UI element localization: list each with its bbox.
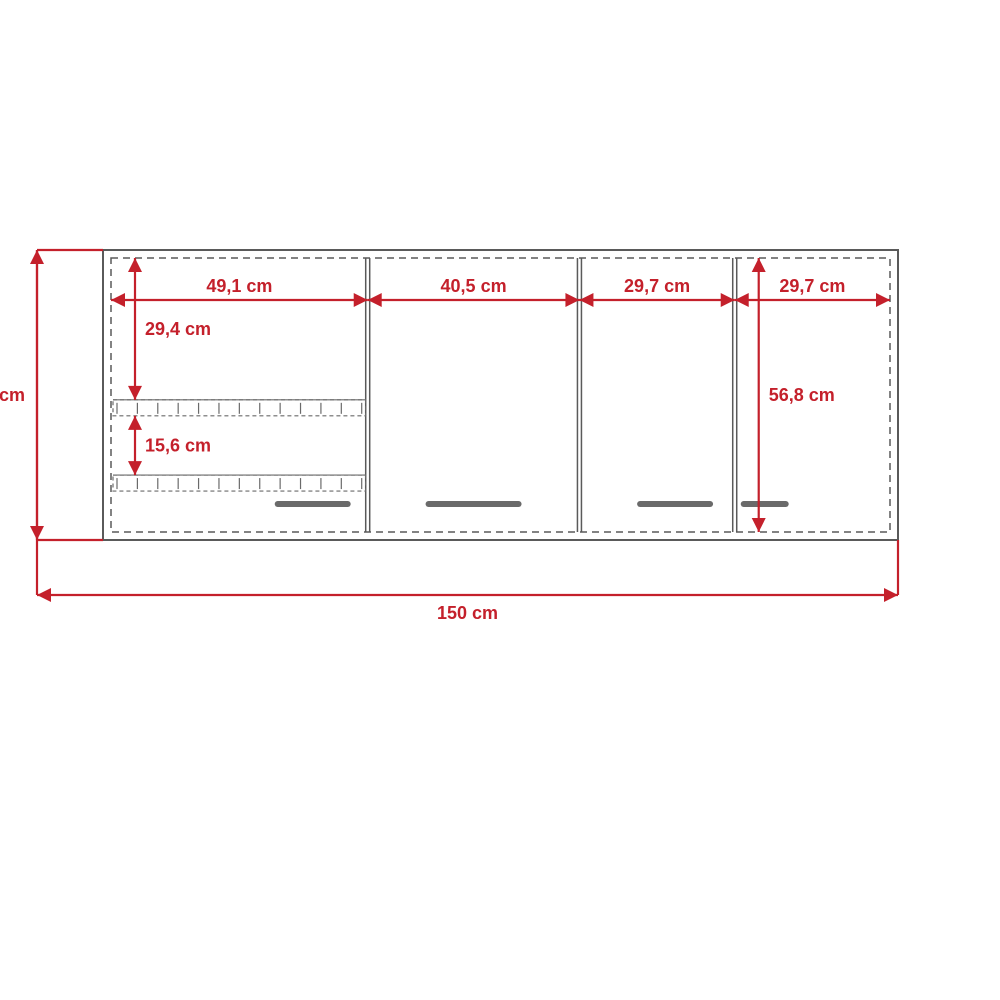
arrowhead	[876, 293, 890, 307]
arrowhead	[128, 258, 142, 272]
total-height-label: 60 cm	[0, 385, 25, 405]
arrowhead	[128, 416, 142, 430]
dim-c4-label: 29,7 cm	[779, 276, 845, 296]
arrowhead	[111, 293, 125, 307]
dim-shelf1-label: 29,4 cm	[145, 319, 211, 339]
arrowhead	[37, 588, 51, 602]
dim-inner-h-label: 56,8 cm	[769, 385, 835, 405]
total-width-label: 150 cm	[437, 603, 498, 623]
arrowhead	[30, 526, 44, 540]
arrowhead	[30, 250, 44, 264]
dim-c3-label: 29,7 cm	[624, 276, 690, 296]
dim-gap-label: 15,6 cm	[145, 435, 211, 455]
dim-c2-label: 40,5 cm	[441, 276, 507, 296]
arrowhead	[128, 386, 142, 400]
arrowhead	[884, 588, 898, 602]
arrowhead	[752, 258, 766, 272]
arrowhead	[128, 461, 142, 475]
arrowhead	[752, 518, 766, 532]
dim-c1-label: 49,1 cm	[206, 276, 272, 296]
